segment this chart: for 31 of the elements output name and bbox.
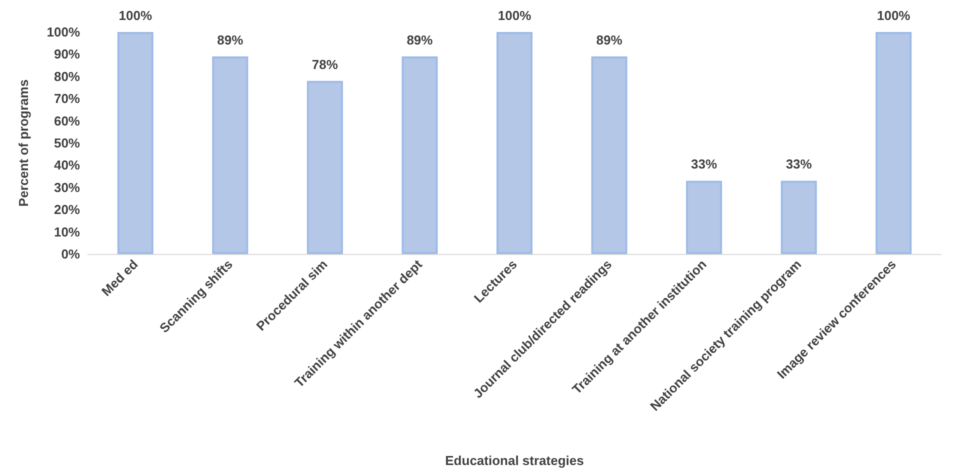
bar — [306, 80, 343, 254]
bar — [117, 32, 154, 254]
x-axis-title: Educational strategies — [445, 453, 584, 468]
bar — [212, 56, 248, 254]
y-tick-label: 70% — [54, 91, 80, 106]
y-tick-label: 10% — [54, 224, 80, 240]
data-label: 100% — [498, 8, 532, 23]
bar — [876, 32, 912, 254]
y-tick-label: 30% — [54, 180, 80, 195]
y-tick-label: 100% — [46, 24, 80, 40]
data-label: 100% — [118, 8, 152, 23]
bar — [780, 180, 817, 254]
y-tick-label: 0% — [61, 246, 80, 262]
y-tick-label: 90% — [54, 46, 80, 62]
data-label: 78% — [312, 56, 338, 72]
y-axis-title: Percent of programs — [16, 79, 31, 207]
data-label: 89% — [406, 32, 434, 48]
y-tick-label: 60% — [54, 113, 80, 128]
bar — [591, 56, 628, 254]
data-label: 33% — [786, 156, 812, 172]
data-label: 100% — [876, 8, 911, 23]
data-label: 89% — [596, 32, 623, 48]
y-tick-label: 20% — [54, 202, 80, 218]
bar — [686, 180, 722, 254]
bar — [496, 32, 533, 254]
y-tick-label: 80% — [54, 68, 80, 84]
bar — [402, 56, 438, 254]
data-label: 89% — [217, 32, 244, 48]
data-label: 33% — [691, 156, 718, 172]
y-tick-label: 40% — [54, 158, 80, 173]
y-tick-label: 50% — [54, 136, 80, 150]
